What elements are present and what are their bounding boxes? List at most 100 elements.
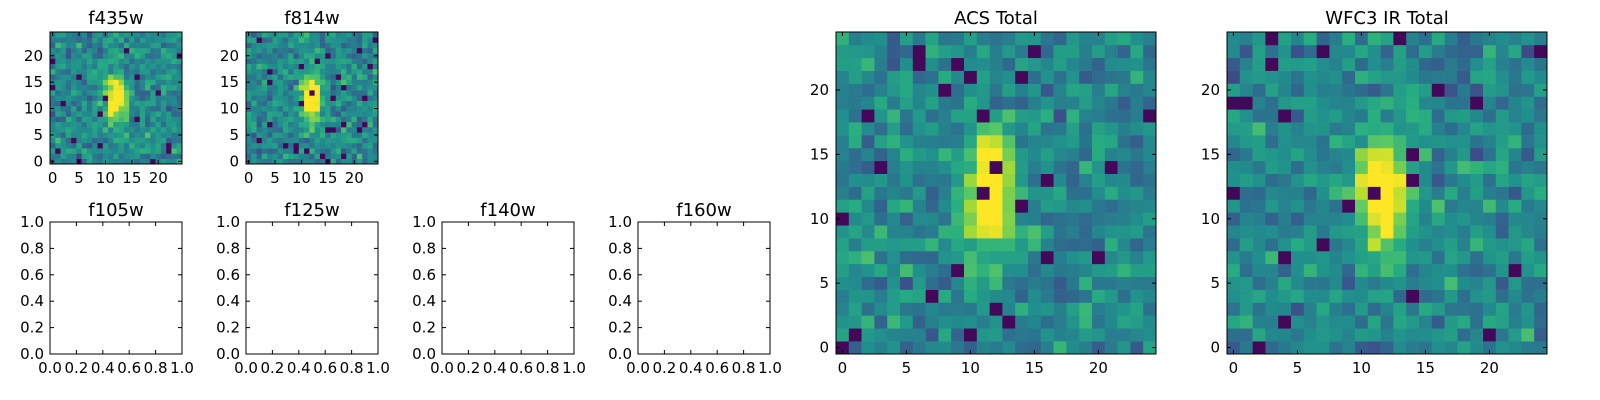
- heatmap-cell: [1393, 328, 1407, 342]
- heatmap-cell: [155, 53, 162, 59]
- y-tick-label: 5: [1210, 274, 1220, 292]
- heatmap-cell: [836, 109, 850, 123]
- heatmap-cell: [976, 186, 990, 200]
- heatmap-cell: [1130, 302, 1144, 316]
- heatmap-cell: [1143, 173, 1157, 187]
- heatmap-cell: [1252, 109, 1266, 123]
- y-tick-label: 10: [220, 100, 239, 118]
- heatmap-cell: [123, 100, 130, 107]
- heatmap-cell: [81, 68, 88, 75]
- heatmap-cell: [330, 137, 337, 144]
- heatmap-cell: [836, 147, 850, 162]
- heatmap-cell: [166, 100, 172, 107]
- heatmap-cell: [288, 53, 294, 59]
- heatmap-cell: [1393, 147, 1407, 162]
- heatmap-cell: [1130, 70, 1144, 84]
- heatmap-cell: [951, 173, 965, 187]
- heatmap-cell: [325, 100, 331, 107]
- heatmap-cell: [319, 121, 326, 128]
- heatmap-cell: [81, 137, 88, 144]
- x-tick-label: 20: [149, 169, 168, 187]
- heatmap-cell: [1239, 96, 1253, 110]
- heatmap-cell: [1239, 173, 1253, 187]
- heatmap-cell: [288, 37, 294, 43]
- heatmap-cell: [166, 137, 172, 144]
- heatmap-cell: [836, 250, 850, 265]
- heatmap-cell: [836, 135, 850, 149]
- heatmap-cell: [1419, 328, 1433, 342]
- heatmap-cell: [925, 135, 939, 149]
- heatmap-cell: [251, 153, 257, 160]
- heatmap-cell: [1521, 328, 1535, 342]
- heatmap-cell: [246, 90, 252, 96]
- heatmap-cell: [76, 142, 82, 149]
- heatmap-cell: [282, 37, 289, 43]
- heatmap-cell: [362, 53, 368, 59]
- heatmap-cell: [1104, 173, 1118, 187]
- heatmap-cell: [139, 137, 146, 144]
- heatmap-cell: [1278, 263, 1292, 278]
- heatmap-cell: [1406, 147, 1420, 162]
- heatmap-cell: [1406, 225, 1420, 239]
- heatmap-cell: [356, 153, 363, 160]
- heatmap-cell: [92, 68, 98, 75]
- heatmap-cell: [50, 68, 56, 75]
- heatmap-cell: [309, 53, 315, 59]
- heatmap-cell: [330, 53, 337, 59]
- heatmap-cell: [1316, 173, 1330, 187]
- heatmap-cell: [65, 47, 72, 54]
- heatmap-cell: [964, 341, 978, 355]
- heatmap-cell: [118, 53, 125, 59]
- heatmap-cell: [298, 121, 305, 128]
- heatmap-cell: [150, 42, 156, 49]
- heatmap-cell: [1278, 147, 1292, 162]
- heatmap-cell: [1143, 276, 1157, 290]
- heatmap-cell: [272, 79, 278, 86]
- heatmap-cell: [1117, 44, 1131, 59]
- heatmap-cell: [108, 132, 114, 138]
- heatmap-cell: [341, 127, 347, 133]
- heatmap-cell: [1303, 122, 1317, 136]
- heatmap-cell: [1079, 186, 1093, 200]
- heatmap-cell: [108, 37, 114, 43]
- heatmap-cell: [1406, 44, 1420, 59]
- heatmap-cell: [50, 148, 56, 154]
- heatmap-cell: [113, 84, 119, 91]
- heatmap-cell: [989, 328, 1003, 342]
- heatmap-cell: [1053, 328, 1067, 342]
- heatmap-cell: [293, 95, 300, 101]
- heatmap-cell: [267, 111, 273, 117]
- heatmap-cell: [314, 111, 321, 117]
- heatmap-cell: [1521, 32, 1535, 46]
- heatmap-cell: [1002, 289, 1016, 303]
- heatmap-cell: [1079, 135, 1093, 149]
- heatmap-cell: [139, 32, 146, 38]
- heatmap-cell: [887, 186, 901, 200]
- heatmap-cell: [256, 32, 263, 38]
- heatmap-cell: [938, 173, 952, 187]
- heatmap-cell: [976, 276, 990, 290]
- heatmap-cell: [341, 32, 347, 38]
- heatmap-cell: [1252, 186, 1266, 200]
- heatmap-cell: [861, 238, 875, 252]
- heatmap-cell: [912, 57, 926, 71]
- heatmap-cell: [1104, 341, 1118, 355]
- heatmap-cell: [1508, 186, 1522, 200]
- heatmap-cell: [330, 153, 337, 160]
- heatmap-cell: [900, 70, 914, 84]
- heatmap-cell: [976, 302, 990, 316]
- heatmap-cell: [1291, 263, 1305, 278]
- heatmap-cell: [1028, 341, 1042, 355]
- heatmap-cell: [1015, 83, 1029, 97]
- heatmap-cell: [97, 37, 104, 43]
- heatmap-cell: [256, 37, 263, 43]
- heatmap-cell: [938, 44, 952, 59]
- heatmap-cell: [1227, 263, 1241, 278]
- heatmap-cell: [1028, 250, 1042, 265]
- heatmap-cell: [1431, 83, 1445, 97]
- heatmap-cell: [293, 100, 300, 107]
- heatmap-cell: [113, 68, 119, 75]
- heatmap-cell: [362, 111, 368, 117]
- heatmap-cell: [1534, 289, 1548, 303]
- heatmap-cell: [81, 37, 88, 43]
